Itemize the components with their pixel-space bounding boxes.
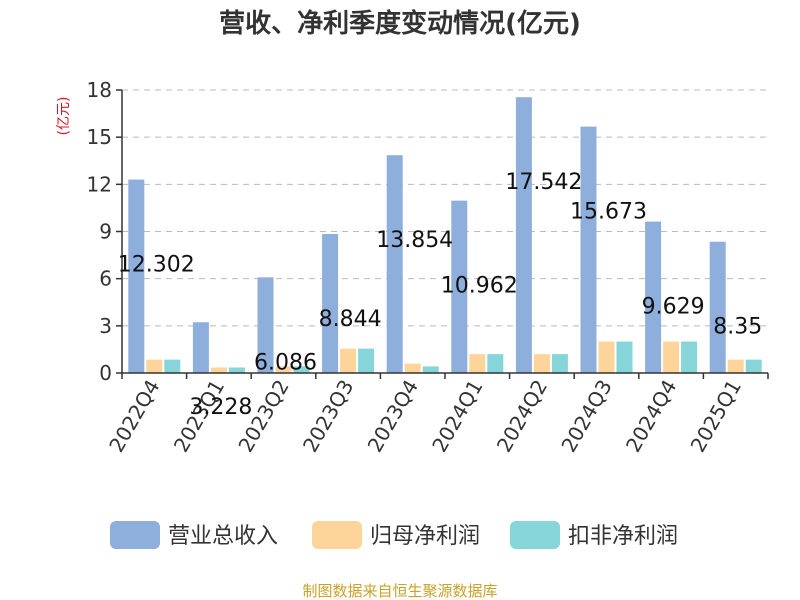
bar-net-profit[interactable] <box>404 363 421 373</box>
legend-label[interactable]: 归母净利润 <box>370 524 480 549</box>
bar-net-profit[interactable] <box>210 367 227 373</box>
data-label: 15.673 <box>570 200 647 225</box>
y-tick-label: 12 <box>87 172 112 196</box>
x-tick-label: 2024Q3 <box>556 376 616 457</box>
bar-deducted-net-profit[interactable] <box>487 354 504 373</box>
y-tick-label: 18 <box>87 78 112 102</box>
chart-title: 营收、净利季度变动情况(亿元) <box>219 8 581 39</box>
bar-deducted-net-profit[interactable] <box>228 367 245 373</box>
grid <box>122 89 768 327</box>
legend-label[interactable]: 营业总收入 <box>168 524 278 549</box>
bar-net-profit[interactable] <box>727 359 744 373</box>
bar-deducted-net-profit[interactable] <box>681 341 698 373</box>
legend[interactable]: 营业总收入 归母净利润 扣非净利润 <box>110 521 678 549</box>
y-axis-unit: (亿元) <box>56 97 72 136</box>
bar-deducted-net-profit[interactable] <box>422 366 439 373</box>
bar-deducted-net-profit[interactable] <box>293 366 310 373</box>
data-label: 13.854 <box>376 228 453 253</box>
bar-net-profit[interactable] <box>340 348 357 373</box>
x-tick-label: 2022Q4 <box>104 376 164 457</box>
bar-revenue[interactable] <box>322 233 339 373</box>
bar-deducted-net-profit[interactable] <box>616 341 633 373</box>
legend-label[interactable]: 扣非净利润 <box>568 524 678 549</box>
y-tick-label: 0 <box>99 361 112 385</box>
bar-net-profit[interactable] <box>146 359 163 373</box>
legend-swatch[interactable] <box>312 521 362 549</box>
bar-deducted-net-profit[interactable] <box>164 359 181 373</box>
bars <box>128 97 762 374</box>
bar-net-profit[interactable] <box>469 354 486 373</box>
data-label: 12.302 <box>118 253 195 278</box>
x-tick-label: 2023Q4 <box>363 376 423 457</box>
y-tick-label: 6 <box>99 267 112 291</box>
legend-swatch[interactable] <box>110 521 160 549</box>
bar-net-profit[interactable] <box>663 341 680 373</box>
x-tick-label: 2023Q3 <box>298 376 358 457</box>
x-tick-label: 2024Q1 <box>427 376 487 457</box>
data-label: 8.844 <box>319 307 382 332</box>
bar-revenue[interactable] <box>257 277 274 373</box>
bar-revenue[interactable] <box>451 200 468 373</box>
data-label: 17.542 <box>505 170 582 195</box>
bar-revenue[interactable] <box>709 241 726 373</box>
data-label: 8.35 <box>713 315 762 340</box>
bar-net-profit[interactable] <box>275 366 292 373</box>
data-label: 3.228 <box>189 395 252 420</box>
data-label: 6.086 <box>254 350 317 375</box>
data-label: 10.962 <box>441 274 518 299</box>
bar-net-profit[interactable] <box>598 341 615 373</box>
bar-revenue[interactable] <box>386 155 403 373</box>
x-tick-label: 2025Q1 <box>686 376 746 457</box>
y-tick-label: 9 <box>99 220 112 244</box>
bar-revenue[interactable] <box>128 179 145 373</box>
bar-revenue[interactable] <box>580 126 597 374</box>
source-note: 制图数据来自恒生聚源数据库 <box>302 582 497 600</box>
bar-deducted-net-profit[interactable] <box>358 348 375 373</box>
bar-net-profit[interactable] <box>533 354 550 373</box>
legend-swatch[interactable] <box>510 521 560 549</box>
bar-revenue[interactable] <box>645 221 662 373</box>
x-tick-label: 2024Q2 <box>492 376 552 457</box>
y-tick-label: 15 <box>87 125 112 149</box>
data-label: 9.629 <box>642 295 705 320</box>
x-tick-label: 2024Q4 <box>621 376 681 457</box>
bar-revenue[interactable] <box>192 322 209 373</box>
bar-revenue[interactable] <box>515 97 532 373</box>
bar-deducted-net-profit[interactable] <box>551 354 568 373</box>
y-tick-label: 3 <box>99 314 112 338</box>
bar-deducted-net-profit[interactable] <box>745 359 762 373</box>
